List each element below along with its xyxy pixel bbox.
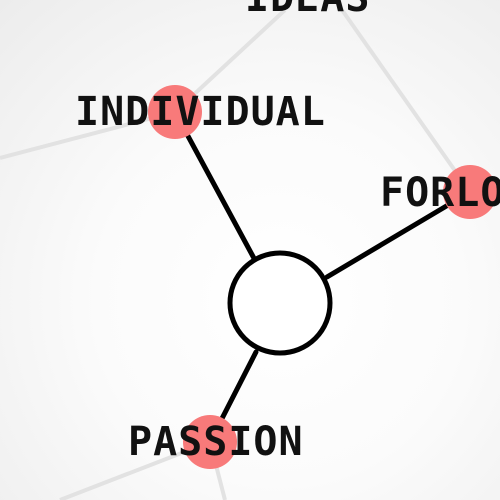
marker-forlo bbox=[443, 165, 497, 219]
word-forlo[interactable]: FORLO bbox=[380, 170, 500, 216]
connector-forlo bbox=[324, 189, 473, 280]
marker-individual bbox=[148, 85, 202, 139]
connector-individual bbox=[172, 109, 259, 265]
background-link bbox=[0, 110, 176, 160]
word-individual[interactable]: INDIVIDUAL bbox=[75, 89, 326, 135]
background-link bbox=[333, 0, 472, 194]
center-node[interactable] bbox=[227, 250, 333, 356]
marker-passion bbox=[183, 415, 237, 469]
word-ideas: IDEAS bbox=[245, 0, 370, 18]
word-passion[interactable]: PASSION bbox=[128, 419, 304, 465]
